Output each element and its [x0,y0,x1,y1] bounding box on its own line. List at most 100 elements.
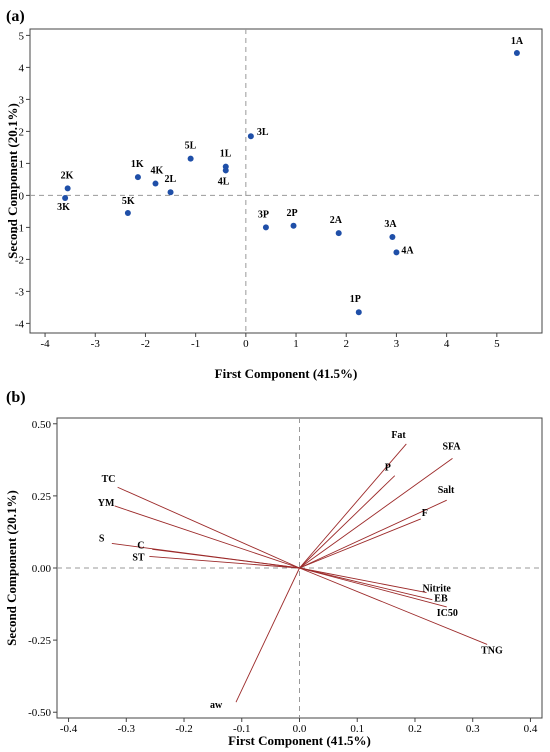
point-label-4k: 4K [150,166,163,177]
y-tick-label: 0.00 [32,563,52,575]
data-point-5l [187,155,194,162]
data-point-3a [389,234,396,240]
loading-plot-panel-b: (b) -0.4 -0.3 -0.2 -0.1 0.0 0.1 0.2 0.3 0.4 -0.50 -… [4,389,543,748]
panel-label: (a) [6,8,25,25]
loading-vector-nitrite [299,567,427,593]
loading-label-tng: TNG [481,645,503,656]
loading-label-aw: aw [210,700,223,711]
y-tick-label: -0.25 [28,635,51,647]
point-label-1l: 1L [220,149,232,160]
x-tick-label: -0.3 [118,723,136,735]
point-label-4l: 4L [218,176,230,187]
loading-vector-c [152,548,300,569]
loading-label-st: ST [132,552,145,563]
data-point-4l [222,167,229,174]
loading-vector-fat [299,443,407,569]
y-tick-label: 5 [19,30,25,42]
y-tick-label: 4 [19,62,25,74]
loading-vector-eb [299,567,433,601]
x-tick-label: -0.2 [175,723,192,735]
point-label-4a: 4A [401,245,414,256]
point-label-1p: 1P [350,294,361,305]
loading-label-fat: Fat [391,430,406,441]
data-point-5k [124,210,131,216]
loading-vector-ym [114,505,300,569]
x-tick-label: 0.4 [524,723,538,735]
x-tick-label: -0.1 [233,723,250,735]
point-label-3a: 3A [384,219,397,230]
point-label-2p: 2P [287,208,298,219]
loading-vector-aw [235,567,300,703]
x-tick-label: 4 [444,338,450,350]
x-tick-label: -4 [40,338,50,350]
x-tick-label: 0.1 [350,723,364,735]
x-tick-label: 2 [343,338,349,350]
data-point-2k [64,185,71,192]
x-tick-label: -1 [191,338,200,350]
point-label-3k: 3K [57,202,70,213]
data-point-4a [393,249,400,256]
y-tick-label: 1 [19,158,25,170]
loading-vector-p [299,475,396,569]
x-tick-label: -0.4 [60,723,78,735]
x-tick-label: 1 [293,338,299,350]
loading-label-sfa: SFA [443,441,462,452]
data-point-1p [355,309,362,316]
point-label-2k: 2K [61,170,74,181]
x-tick-label: -3 [91,338,101,350]
loading-label-c: C [137,540,144,551]
x-tick-label: 0.2 [408,723,422,735]
y-tick-label: 0.25 [32,491,52,503]
x-axis-title: First Component (41.5%) [215,366,358,381]
y-tick-label: -1 [15,222,24,234]
point-label-1a: 1A [511,36,524,47]
point-label-5l: 5L [185,141,197,152]
loading-vector-tng [299,567,488,645]
data-point-3k [62,194,69,201]
loading-label-eb: EB [434,594,448,605]
y-tick-label: 0 [19,190,25,202]
y-tick-label: 3 [19,94,25,106]
loading-label-salt: Salt [438,485,455,496]
point-label-2a: 2A [330,215,343,226]
data-point-2p [290,222,297,229]
loading-label-f: F [422,508,428,519]
loading-vector-sfa [299,458,453,569]
y-tick-label: 2 [19,126,25,138]
x-tick-label: 5 [494,338,500,350]
loading-vector-st [149,556,300,569]
loading-vector-f [299,518,421,569]
loading-label-s: S [99,533,105,544]
x-tick-label: 0.0 [293,723,307,735]
data-point-1k [134,174,141,181]
loading-vector-tc [117,486,300,569]
x-tick-label: 0 [243,338,249,350]
loading-label-ym: YM [98,498,115,509]
y-tick-label: -0.50 [28,707,51,719]
y-tick-label: -2 [15,254,24,266]
x-axis-title: First Component (41.5%) [228,733,371,748]
plot-frame [29,28,543,334]
data-point-4k [152,180,159,187]
data-point-2a [335,230,342,237]
data-point-3l [247,133,254,140]
point-label-3p: 3P [258,209,269,220]
point-label-2l: 2L [165,174,177,185]
point-label-5k: 5K [122,196,135,207]
loading-label-tc: TC [102,474,116,485]
loading-label-ic50: IC50 [437,608,458,619]
point-label-1k: 1K [131,159,144,170]
x-tick-label: 3 [394,338,400,350]
y-tick-label: -3 [15,286,25,298]
y-tick-label: -4 [15,318,25,330]
y-tick-label: 0.50 [32,419,52,431]
loading-label-nitrite: Nitrite [423,584,452,595]
panel-label: (b) [6,389,26,406]
data-point-2l [167,189,174,196]
y-axis-title: Second Component (20.1%) [5,103,20,259]
y-axis-title: Second Component (20.1%) [4,490,19,646]
loading-vector-ic50 [299,567,447,608]
x-tick-label: -2 [141,338,150,350]
data-point-3p [262,224,269,231]
